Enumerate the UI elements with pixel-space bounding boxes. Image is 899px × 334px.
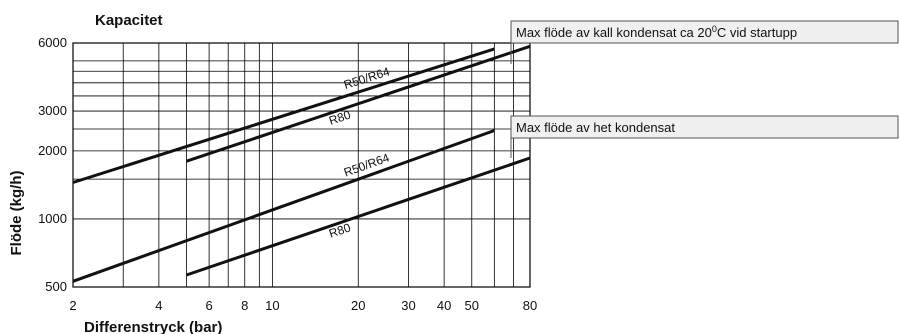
x-tick-label: 20 [351,298,365,313]
series-line [72,47,495,184]
y-tick-label: 500 [45,279,67,294]
x-axis-title: Differenstryck (bar) [84,319,222,334]
x-tick-label: 10 [265,298,279,313]
x-tick-label: 40 [437,298,451,313]
y-tick-labels: 500 1000 2000 3000 6000 [38,35,67,294]
y-tick-label: 2000 [38,143,67,158]
callout-cold-box [510,20,899,44]
x-tick-label: 6 [205,298,212,313]
callout-cold-text-sup: 0 [712,24,717,34]
x-tick-label: 50 [465,298,479,313]
x-tick-label: 4 [155,298,162,313]
x-tick-labels: 2 4 6 8 10 20 30 40 50 80 [69,298,537,313]
x-tick-label: 80 [523,298,537,313]
plot-frame [72,42,531,288]
y-tick-label: 3000 [38,103,67,118]
y-axis-title: Flöde (kg/h) [8,171,25,256]
x-tick-label: 2 [69,298,76,313]
chart-title: Kapacitet [95,12,163,29]
callout-hot-text: Max flöde av het kondensat [516,120,675,135]
callout-cold-text-main: Max flöde av kall kondensat ca 20 [516,25,712,40]
callout-cold: Max flöde av kall kondensat ca 200C vid … [510,20,899,64]
callout-hot: Max flöde av het kondensat [510,115,899,158]
callout-cold-text: Max flöde av kall kondensat ca 200C vid … [516,24,797,40]
series-lines [72,44,531,283]
series-line [72,129,495,283]
series-line [186,156,531,277]
series-label: R80 [327,107,353,127]
callout-cold-text-end: C vid startupp [717,25,797,40]
grid [72,42,531,288]
series-line [186,44,531,163]
y-tick-label: 6000 [38,35,67,50]
x-tick-label: 30 [401,298,415,313]
callout-hot-box [510,115,899,139]
y-tick-label: 1000 [38,211,67,226]
x-tick-label: 8 [241,298,248,313]
series-label: R80 [327,220,353,240]
